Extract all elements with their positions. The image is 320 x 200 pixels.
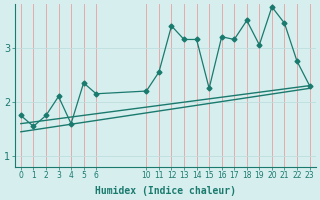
X-axis label: Humidex (Indice chaleur): Humidex (Indice chaleur): [95, 186, 236, 196]
